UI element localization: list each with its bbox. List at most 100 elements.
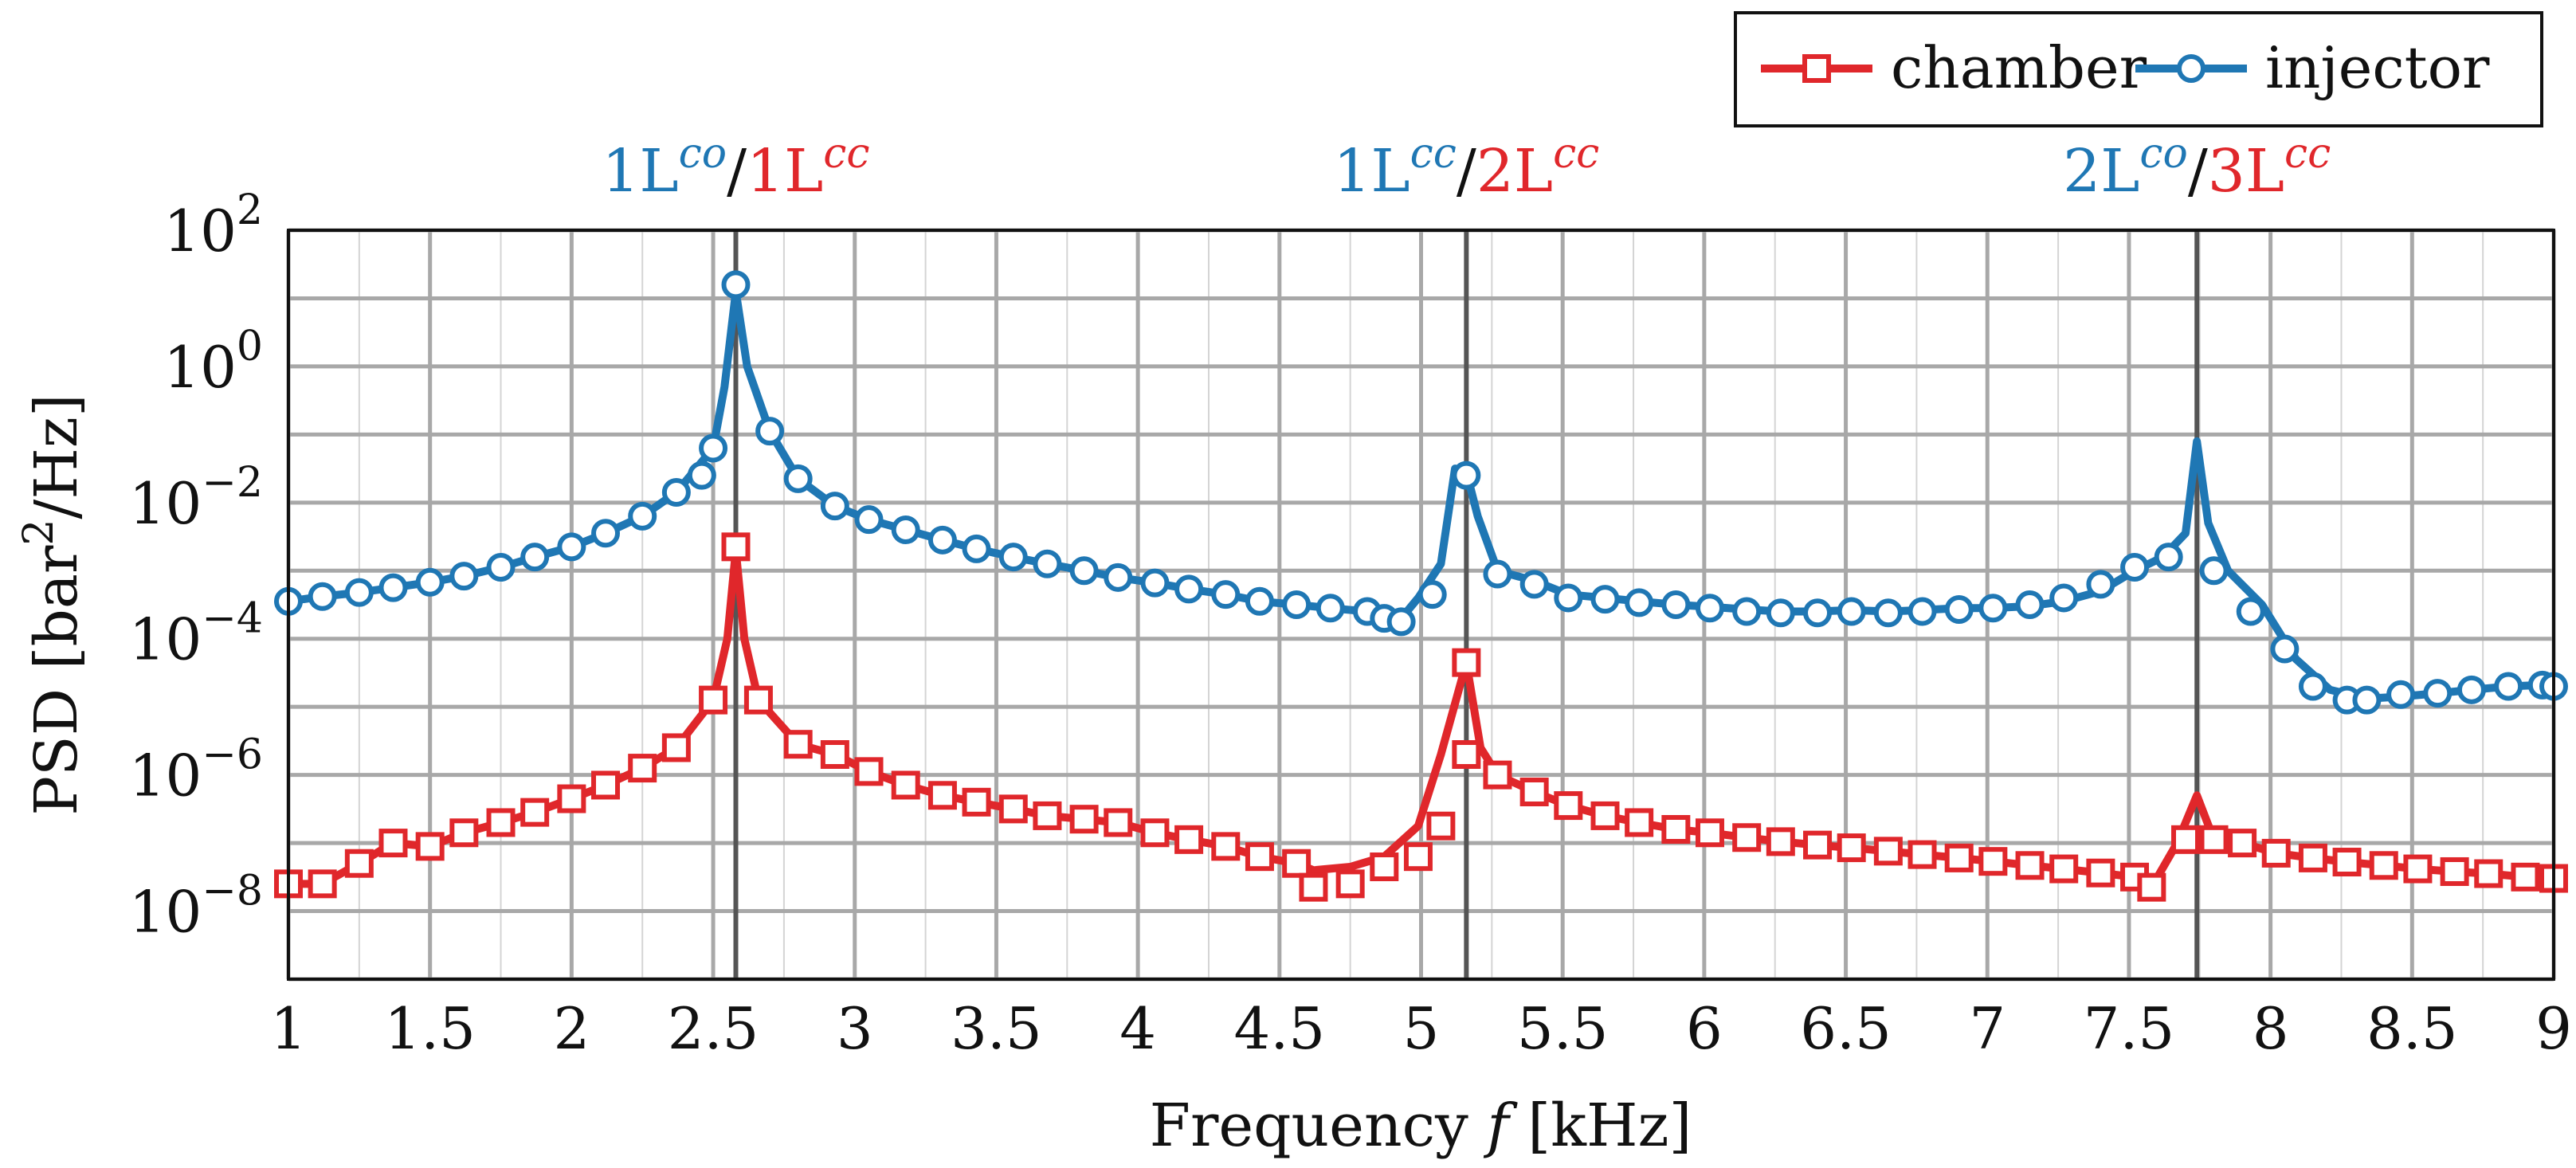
data-point-injector (1245, 586, 1274, 616)
data-point-chamber (1174, 825, 1204, 854)
data-point-injector (1069, 556, 1099, 586)
data-point-injector (1590, 585, 1620, 614)
data-point-chamber (2440, 856, 2469, 886)
data-point-chamber (378, 829, 408, 858)
data-point-chamber (783, 730, 813, 759)
data-point-chamber (721, 532, 751, 562)
data-point-chamber (1426, 811, 1456, 841)
data-point-chamber (1590, 801, 1620, 830)
data-point-injector (2270, 634, 2300, 664)
data-point-chamber (854, 757, 884, 786)
data-point-injector (2086, 570, 2115, 599)
y-tick-label: 100 (163, 323, 263, 401)
data-point-injector (1907, 597, 1937, 626)
x-tick-label: 3 (837, 995, 873, 1062)
data-point-injector (344, 578, 374, 607)
x-axis-title: Frequency f [kHz] (1150, 1092, 1692, 1160)
data-point-chamber (1299, 872, 1328, 902)
x-tick-label: 5.5 (1517, 995, 1609, 1062)
data-point-injector (1140, 568, 1170, 598)
y-tick-label: 10−2 (129, 459, 263, 537)
data-point-chamber (1661, 815, 1691, 844)
x-tick-label: 9 (2535, 995, 2572, 1062)
peak-lines (733, 230, 2200, 979)
data-point-chamber (1944, 843, 1974, 872)
x-tick-label: 1 (270, 995, 307, 1062)
series-layer (274, 270, 2568, 902)
data-point-injector (1452, 461, 1481, 490)
data-point-injector (628, 501, 657, 531)
data-point-chamber (1033, 801, 1062, 830)
data-point-injector (1695, 594, 1724, 623)
data-point-injector (2154, 543, 2183, 572)
data-point-injector (820, 492, 849, 521)
data-point-chamber (520, 798, 550, 827)
series-injector (274, 270, 2568, 715)
data-point-chamber (1452, 740, 1481, 769)
data-point-chamber (1978, 847, 2008, 876)
data-point-chamber (591, 770, 621, 800)
data-point-injector (1803, 598, 1833, 628)
data-point-injector (2015, 590, 2045, 619)
data-point-injector (699, 433, 728, 463)
data-point-chamber (820, 740, 849, 769)
data-point-chamber (628, 754, 657, 783)
y-tick-label: 10−6 (129, 731, 263, 809)
data-point-injector (854, 505, 884, 535)
data-point-chamber (699, 685, 728, 715)
data-point-chamber (1695, 818, 1724, 848)
data-point-injector (2298, 672, 2327, 701)
data-point-chamber (344, 849, 374, 878)
data-point-chamber (1873, 837, 1903, 866)
data-point-injector (2456, 675, 2486, 704)
x-tick-label: 4 (1119, 995, 1156, 1062)
data-point-chamber (1519, 778, 1549, 806)
data-point-injector (721, 270, 751, 300)
data-point-chamber (557, 784, 586, 813)
data-point-injector (415, 567, 445, 597)
data-point-injector (891, 515, 920, 544)
peak-label: 1Lco/1Lcc (602, 130, 869, 206)
data-point-chamber (2298, 843, 2327, 872)
data-point-injector (1944, 594, 1974, 624)
data-point-injector (1315, 594, 1345, 623)
data-point-injector (2352, 685, 2382, 715)
legend-label: injector (2265, 34, 2490, 101)
legend-entry-chamber: chamber (1761, 34, 2147, 101)
data-point-chamber (2086, 858, 2115, 888)
data-point-injector (661, 478, 691, 507)
data-point-chamber (2137, 872, 2166, 902)
x-tick-label: 6 (1686, 995, 1723, 1062)
data-point-injector (962, 534, 991, 563)
data-point-chamber (2199, 825, 2229, 854)
y-tick-label: 10−4 (129, 595, 263, 673)
data-point-chamber (1403, 842, 1433, 872)
x-tick-label: 2 (553, 995, 590, 1062)
data-point-injector (557, 532, 586, 562)
data-point-injector (687, 461, 716, 490)
data-point-injector (1837, 597, 1866, 626)
peak-labels: 1Lco/1Lcc 1Lcc/2Lcc 2Lco/3Lcc (602, 130, 2331, 206)
x-tick-label: 7.5 (2084, 995, 2175, 1062)
data-point-injector (378, 573, 408, 602)
data-point-injector (1174, 574, 1204, 604)
data-point-chamber (1483, 760, 1512, 790)
data-point-chamber (1140, 818, 1170, 848)
data-point-injector (1625, 588, 1654, 617)
peak-label: 1Lcc/2Lcc (1333, 130, 1599, 206)
data-point-chamber (998, 794, 1028, 824)
data-point-injector (1033, 549, 1062, 578)
peak-label: 2Lco/3Lcc (2063, 130, 2331, 206)
data-point-chamber (2403, 854, 2433, 884)
data-point-injector (591, 519, 621, 548)
data-point-injector (1978, 594, 2008, 623)
data-point-chamber (1069, 805, 1099, 834)
data-point-injector (449, 562, 479, 591)
y-tick-label: 102 (163, 186, 263, 265)
data-point-chamber (308, 869, 337, 899)
data-point-chamber (1732, 823, 1762, 852)
data-point-chamber (1907, 840, 1937, 869)
data-point-chamber (1370, 852, 1399, 881)
data-point-injector (2386, 680, 2416, 709)
data-point-chamber (661, 733, 691, 762)
